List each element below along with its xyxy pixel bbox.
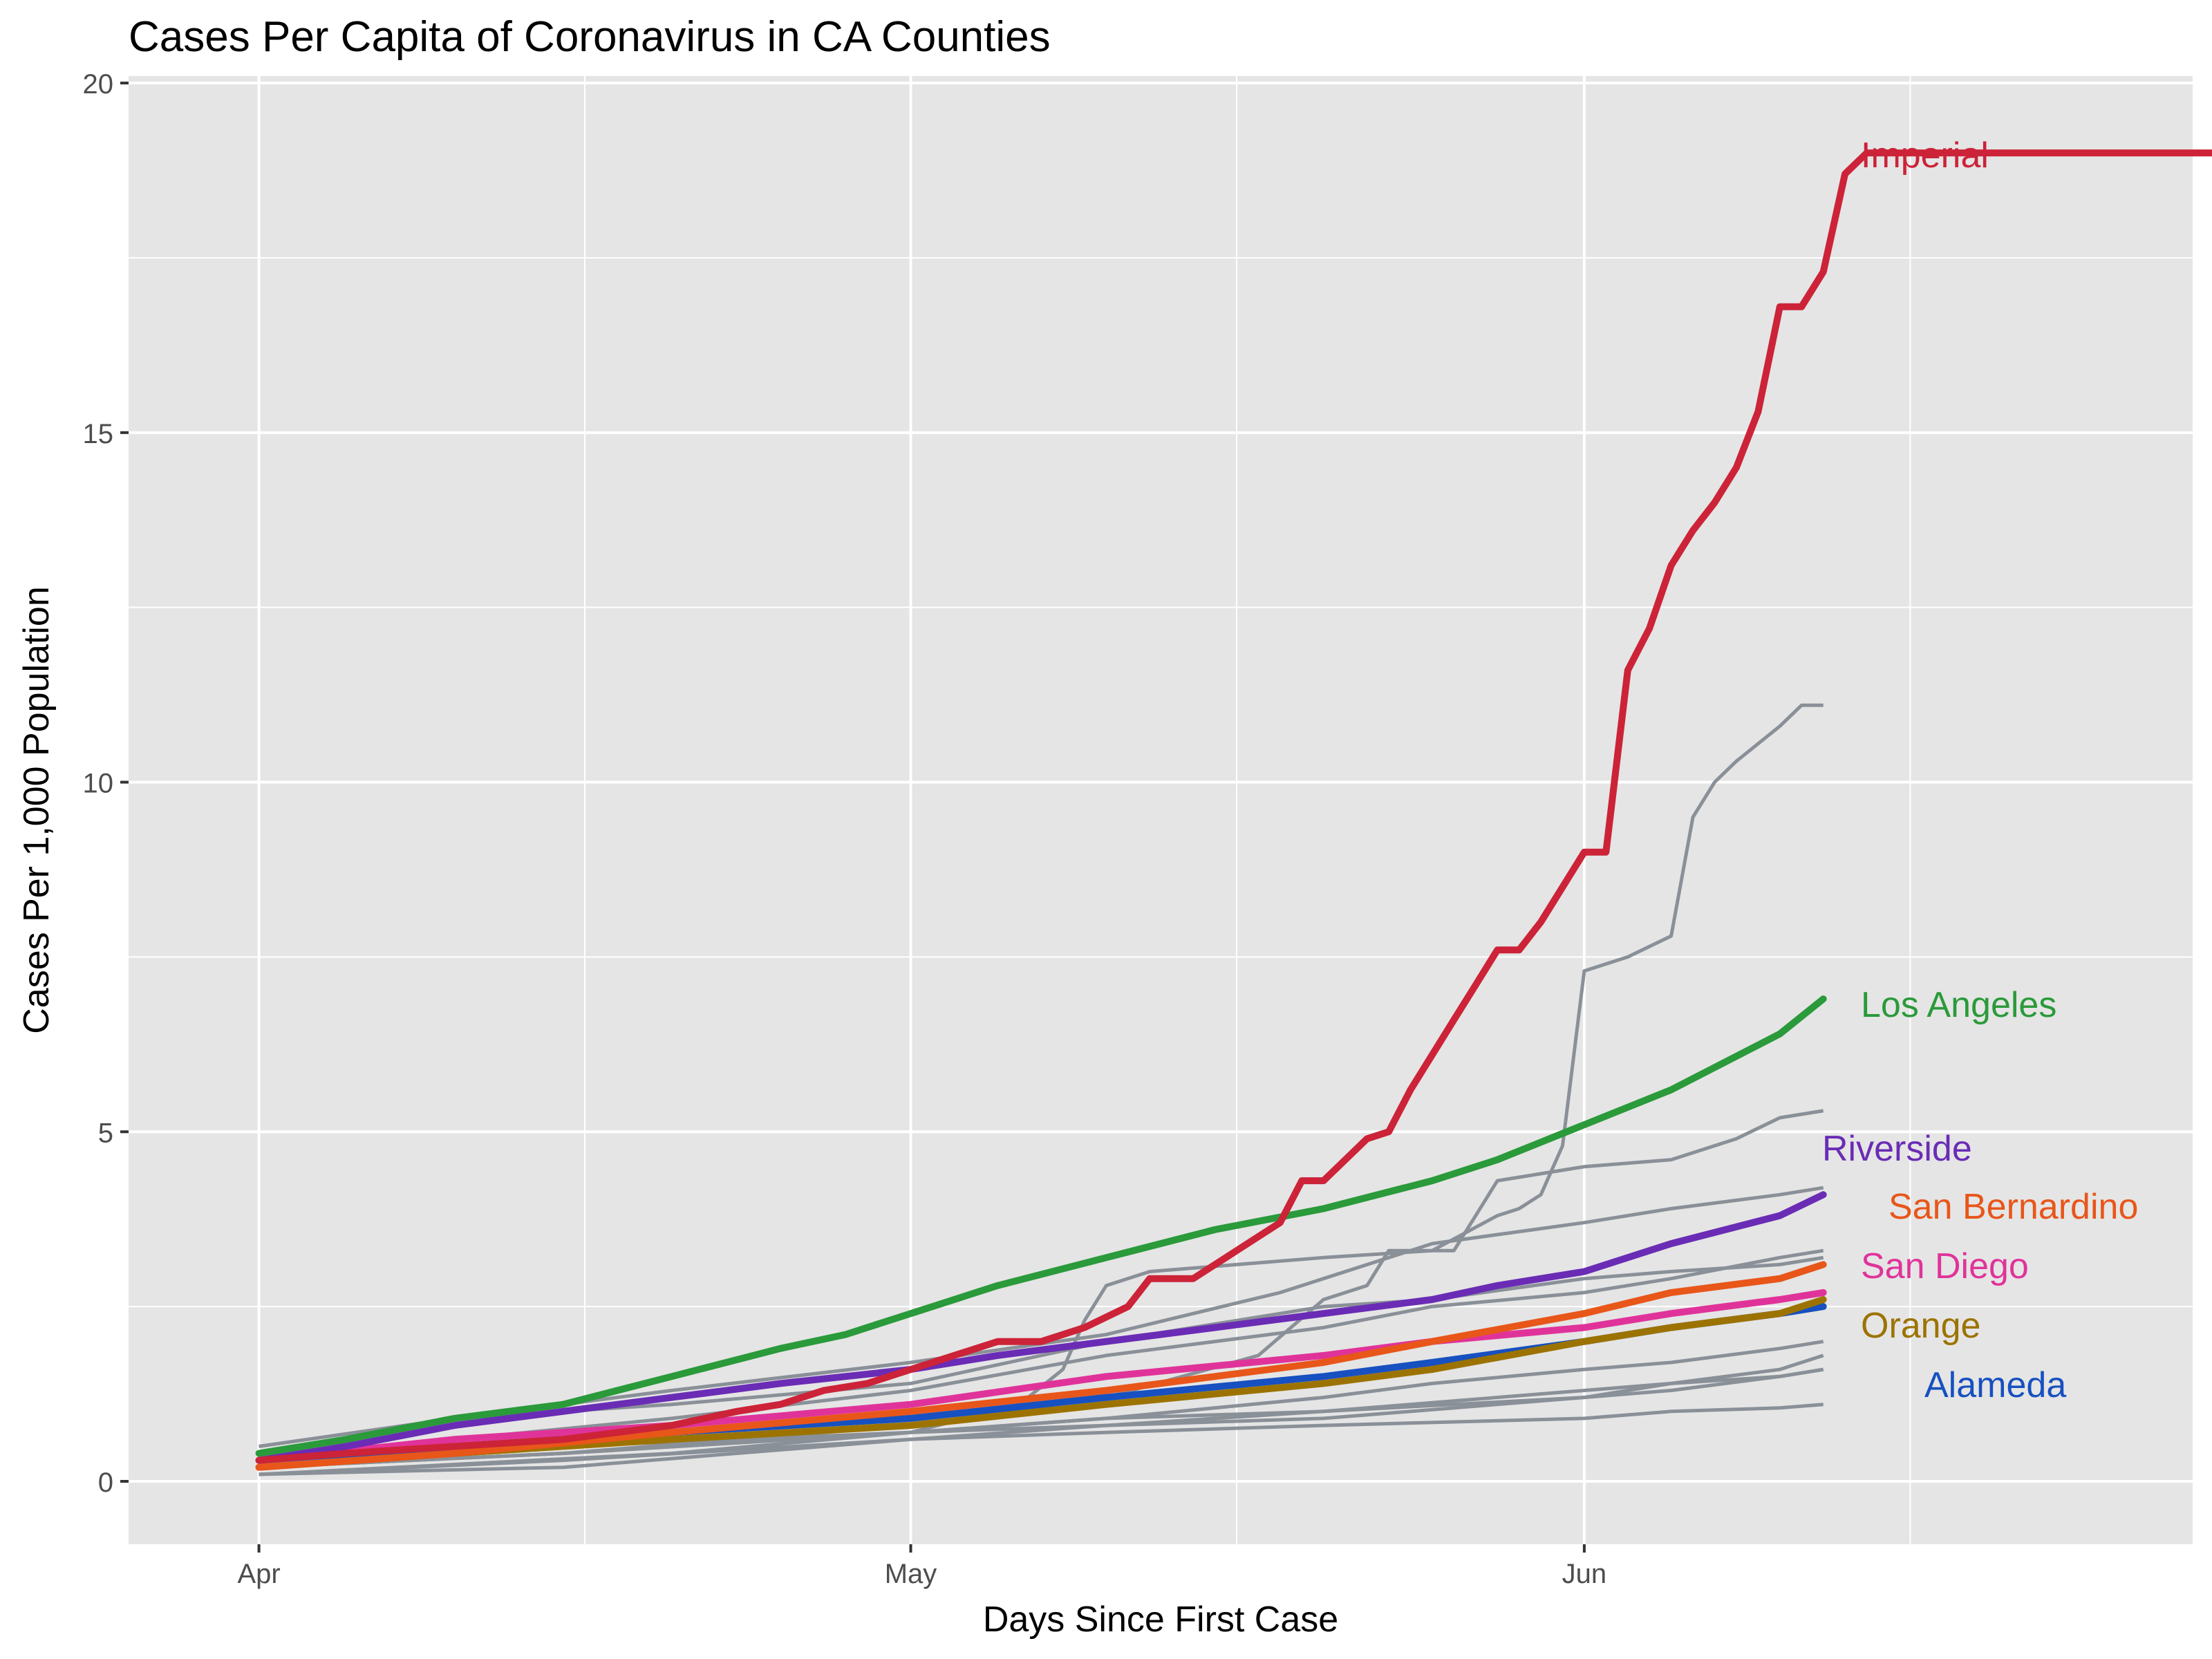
chart-title: Cases Per Capita of Coronavirus in CA Co…	[129, 13, 1051, 61]
x-axis: Apr May Jun	[237, 1544, 1606, 1589]
series-label-riverside: Riverside	[1822, 1129, 1972, 1169]
other-county-line	[259, 1248, 1824, 1463]
series-line-san-bernardino	[255, 1261, 1827, 1471]
other-county-lines	[259, 703, 1824, 1477]
plot-panel	[129, 76, 2193, 1544]
series-line-los-angeles	[255, 995, 1827, 1457]
y-tick-label: 20	[83, 69, 114, 100]
y-tick-label: 15	[83, 419, 114, 449]
series-end-labels: Imperial Los Angeles Riverside San Bernardi…	[1822, 135, 2138, 1405]
series-line-orange	[255, 1296, 1827, 1471]
minor-gridlines	[129, 76, 2193, 1544]
series-label-orange: Orange	[1861, 1306, 1980, 1346]
y-axis-title: Cases Per 1,000 Population	[17, 586, 57, 1034]
x-tick-label: Jun	[1562, 1559, 1607, 1589]
y-tick-label: 0	[98, 1468, 113, 1498]
series-line-riverside	[255, 1191, 1827, 1464]
x-tick-label: Apr	[237, 1559, 280, 1589]
series-label-alameda: Alameda	[1924, 1365, 2066, 1405]
series-label-san-diego: San Diego	[1861, 1246, 2029, 1286]
major-gridlines	[129, 76, 2193, 1544]
y-tick-label: 5	[98, 1118, 113, 1148]
series-line-imperial	[255, 149, 2212, 1464]
x-axis-title: Days Since First Case	[983, 1600, 1338, 1640]
other-county-line	[259, 1185, 1824, 1448]
x-tick-label: May	[885, 1559, 937, 1589]
other-county-line	[259, 703, 1824, 1477]
series-label-san-bernardino: San Bernardino	[1888, 1187, 2138, 1227]
y-axis: 0 5 10 15 20	[83, 69, 129, 1498]
series-line-san-diego	[255, 1288, 1827, 1464]
y-tick-label: 10	[83, 769, 114, 799]
highlighted-county-lines	[255, 149, 2212, 1471]
other-county-line	[259, 1403, 1824, 1477]
other-county-line	[259, 1367, 1824, 1477]
series-label-los-angeles: Los Angeles	[1861, 985, 2056, 1025]
series-label-imperial: Imperial	[1861, 135, 1989, 176]
